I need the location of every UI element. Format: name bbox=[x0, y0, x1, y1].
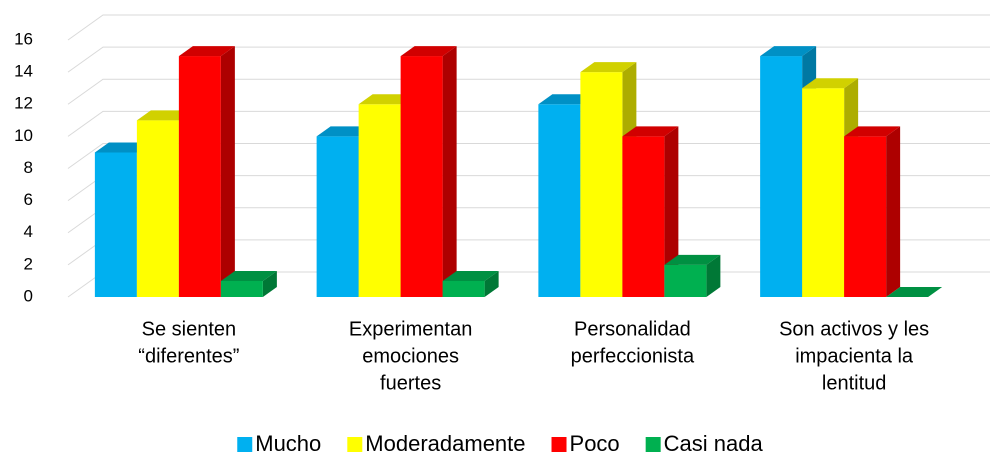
legend-swatch bbox=[551, 437, 567, 452]
legend-label: Moderadamente bbox=[365, 431, 525, 456]
y-tick-label: 12 bbox=[14, 94, 33, 113]
bar-front bbox=[538, 104, 581, 297]
y-tick-label: 6 bbox=[24, 190, 33, 209]
x-tick-label: impacienta la bbox=[795, 345, 914, 367]
bar-front bbox=[760, 56, 803, 297]
bar-front bbox=[94, 152, 137, 297]
bar bbox=[400, 46, 457, 297]
bar-front bbox=[622, 136, 665, 297]
legend-label: Mucho bbox=[255, 431, 321, 456]
y-tick-label: 10 bbox=[14, 126, 33, 145]
bar bbox=[886, 287, 943, 297]
bar-front bbox=[220, 280, 263, 297]
legend-label: Poco bbox=[570, 431, 620, 456]
bar-front bbox=[844, 136, 887, 297]
bar-top bbox=[886, 287, 943, 297]
bar-front bbox=[400, 56, 443, 297]
y-tick-label: 8 bbox=[24, 158, 33, 177]
bar-front bbox=[580, 72, 623, 297]
bar-side bbox=[484, 270, 499, 297]
x-tick-label: fuertes bbox=[380, 372, 441, 394]
x-tick-label: Se sienten bbox=[142, 318, 237, 340]
x-tick-label: Experimentan bbox=[349, 318, 472, 340]
x-tick-label: Son activos y les bbox=[779, 318, 929, 340]
y-tick-label: 4 bbox=[24, 222, 33, 241]
bar-top bbox=[178, 46, 235, 57]
bar-top bbox=[802, 78, 859, 89]
bar-front bbox=[136, 120, 179, 297]
grid-line bbox=[67, 110, 990, 137]
legend-swatch bbox=[645, 437, 661, 452]
bar-front bbox=[316, 136, 359, 297]
y-tick-label: 16 bbox=[14, 29, 33, 48]
legend-label: Casi nada bbox=[664, 431, 764, 456]
bar bbox=[442, 270, 499, 297]
bar-top bbox=[622, 126, 679, 137]
bar-front bbox=[178, 56, 221, 297]
bar-front bbox=[358, 104, 401, 297]
bar bbox=[220, 270, 277, 297]
bar-side bbox=[886, 126, 901, 297]
bar-top bbox=[220, 270, 277, 281]
bar bbox=[178, 46, 235, 297]
bar-top bbox=[400, 46, 457, 57]
x-tick-label: lentitud bbox=[822, 372, 887, 394]
grid-line bbox=[67, 46, 990, 73]
y-tick-label: 14 bbox=[14, 62, 33, 81]
bar-front bbox=[442, 280, 485, 297]
x-tick-label: Personalidad bbox=[574, 318, 691, 340]
x-tick-label: “diferentes” bbox=[138, 345, 239, 367]
grid-line bbox=[67, 78, 990, 105]
legend-swatch bbox=[237, 437, 253, 452]
grid-line bbox=[67, 143, 990, 169]
bar bbox=[844, 126, 901, 297]
grid-line bbox=[67, 14, 990, 41]
bar-top bbox=[442, 270, 499, 281]
bar-front bbox=[802, 88, 845, 297]
bar bbox=[664, 254, 721, 297]
x-tick-label: emociones bbox=[362, 345, 459, 367]
y-tick-label: 0 bbox=[24, 286, 33, 305]
legend-swatch bbox=[347, 437, 363, 452]
bar-front bbox=[664, 264, 707, 297]
bar-top bbox=[664, 254, 721, 265]
bar bbox=[622, 126, 679, 297]
y-tick-label: 2 bbox=[24, 254, 33, 273]
bar-side bbox=[664, 126, 679, 297]
bar-side bbox=[262, 270, 277, 297]
bar-top bbox=[760, 46, 817, 57]
bar-side bbox=[442, 46, 457, 297]
bar-top bbox=[580, 62, 637, 73]
x-tick-label: perfeccionista bbox=[571, 345, 695, 367]
bar-side bbox=[706, 254, 721, 297]
bar-side bbox=[220, 46, 235, 297]
bar-top bbox=[844, 126, 901, 137]
